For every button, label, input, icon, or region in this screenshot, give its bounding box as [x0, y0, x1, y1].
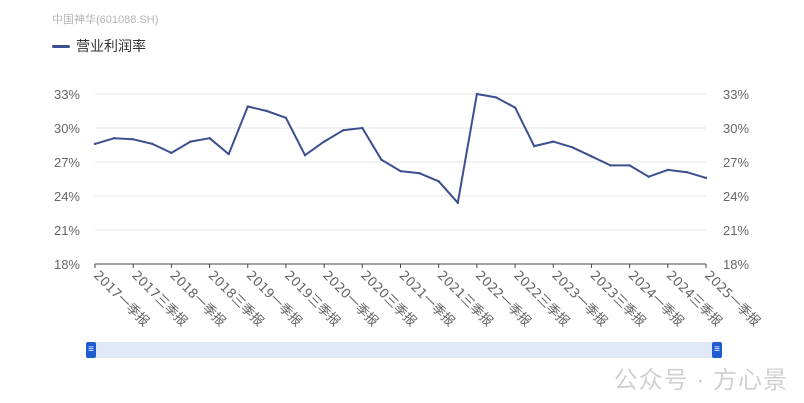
- data-point[interactable]: [342, 129, 345, 132]
- data-point[interactable]: [303, 154, 307, 157]
- slider-left-handle[interactable]: ≡: [86, 342, 96, 358]
- data-point[interactable]: [380, 158, 383, 161]
- y-axis-left: 18% 21% 24% 27% 30% 33%: [54, 87, 80, 272]
- y-tick-label-left: 30%: [54, 121, 80, 136]
- data-point[interactable]: [685, 171, 689, 174]
- x-tick-labels: 2017一季报2017三季报2018一季报2018三季报2019一季报2019三…: [90, 264, 763, 330]
- data-point[interactable]: [513, 106, 517, 109]
- data-point[interactable]: [151, 142, 154, 146]
- grid-lines: [95, 93, 706, 231]
- stock-title: 中国神华(601088.SH): [52, 14, 159, 26]
- data-point[interactable]: [418, 172, 421, 175]
- series-line[interactable]: [94, 93, 707, 204]
- data-point[interactable]: [475, 92, 479, 96]
- y-tick-label-left: 33%: [54, 87, 80, 102]
- legend-line-icon: [52, 44, 70, 48]
- data-point[interactable]: [704, 176, 708, 180]
- data-point[interactable]: [456, 201, 459, 204]
- data-point[interactable]: [494, 96, 498, 99]
- data-point[interactable]: [112, 137, 116, 140]
- data-point[interactable]: [647, 175, 650, 178]
- slider-track[interactable]: [90, 342, 718, 358]
- y-tick-label-left: 27%: [54, 155, 80, 170]
- y-tick-label-left: 21%: [54, 223, 80, 238]
- y-tick-label-right: 18%: [723, 257, 749, 272]
- y-tick-label-right: 24%: [723, 189, 749, 204]
- data-point[interactable]: [609, 164, 612, 167]
- data-point[interactable]: [246, 105, 249, 108]
- data-point[interactable]: [571, 146, 574, 149]
- data-point[interactable]: [93, 142, 97, 146]
- legend-item[interactable]: 营业利润率: [52, 36, 146, 56]
- y-axis-right: 18% 21% 24% 27% 30% 33%: [723, 87, 749, 272]
- data-point[interactable]: [437, 180, 440, 183]
- watermark: 公众号 · 方心景: [613, 367, 788, 394]
- data-point[interactable]: [552, 140, 555, 143]
- range-slider[interactable]: ≡ ≡: [86, 342, 722, 358]
- series-layer: [93, 92, 708, 204]
- data-point[interactable]: [284, 116, 288, 120]
- data-point[interactable]: [361, 126, 364, 130]
- data-point[interactable]: [590, 155, 593, 158]
- data-point[interactable]: [208, 137, 211, 140]
- data-point[interactable]: [189, 140, 192, 143]
- data-point[interactable]: [170, 151, 173, 155]
- data-point[interactable]: [532, 144, 536, 148]
- y-tick-label-right: 27%: [723, 155, 749, 170]
- data-point[interactable]: [399, 169, 402, 173]
- data-point[interactable]: [666, 168, 670, 172]
- data-point[interactable]: [131, 138, 135, 141]
- data-point[interactable]: [227, 152, 230, 156]
- y-tick-label-right: 21%: [723, 223, 749, 238]
- data-point[interactable]: [628, 164, 631, 167]
- y-tick-label-left: 24%: [54, 189, 80, 204]
- y-tick-label-left: 18%: [54, 257, 80, 272]
- data-point[interactable]: [322, 140, 326, 143]
- y-tick-label-right: 30%: [723, 121, 749, 136]
- legend-label: 营业利润率: [76, 38, 146, 54]
- slider-right-handle[interactable]: ≡: [712, 342, 722, 358]
- data-point[interactable]: [265, 109, 269, 113]
- y-tick-label-right: 33%: [723, 87, 749, 102]
